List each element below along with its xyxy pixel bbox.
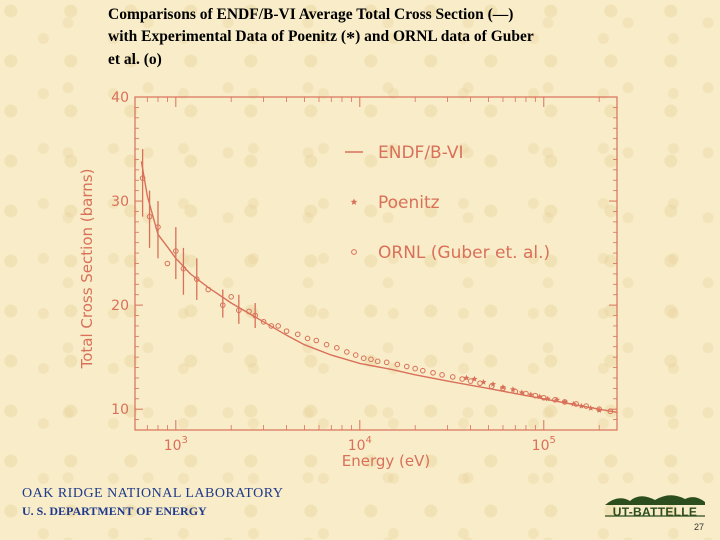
legend-label: ENDF/B-VI: [378, 143, 464, 163]
ornl-point: [173, 248, 179, 254]
poenitz-point: [578, 402, 585, 409]
poenitz-point: [471, 375, 478, 382]
y-tick-label: 10: [111, 402, 129, 418]
poenitz-point: [561, 398, 568, 405]
x-tick-label: 104: [348, 435, 372, 454]
x-tick-label: 105: [532, 435, 556, 454]
poenitz-point: [509, 386, 517, 392]
ornl-point: [607, 408, 614, 415]
plot-frame: [134, 96, 618, 431]
logo-text: UT-BATTELLE: [612, 505, 698, 519]
ornl-point: [268, 323, 275, 329]
ornl-point: [412, 365, 418, 372]
ornl-point: [383, 359, 390, 366]
legend-label: ORNL (Guber et. al.): [378, 243, 550, 263]
poenitz-point: [553, 396, 561, 403]
ornl-point: [193, 276, 200, 282]
ornl-point: [334, 344, 340, 351]
ornl-point: [352, 352, 359, 358]
ornl-point: [374, 358, 381, 365]
title-line-2: with Experimental Data of Poenitz (*) an…: [108, 26, 668, 49]
poenitz-point: [499, 384, 507, 390]
poenitz-point: [527, 391, 534, 398]
page-number: 27: [693, 522, 704, 532]
ornl-point: [403, 363, 410, 370]
title-line-1: Comparisons of ENDF/B-VI Average Total C…: [108, 6, 514, 23]
legend-star-marker: [350, 198, 358, 205]
poenitz-point: [570, 400, 577, 407]
ornl-point: [139, 175, 146, 181]
ornl-point: [430, 369, 436, 376]
ornl-point: [146, 213, 153, 220]
ornl-point: [368, 356, 374, 363]
ornl-point: [155, 224, 161, 230]
ornl-point: [394, 361, 401, 368]
ornl-point: [467, 378, 474, 384]
footer-department: U. S. DEPARTMENT OF ENERGY: [22, 504, 207, 518]
ornl-point: [236, 307, 242, 314]
poenitz-point: [596, 407, 603, 413]
ornl-point: [439, 372, 445, 378]
slide-title: Comparisons of ENDF/B-VI Average Total C…: [108, 4, 668, 71]
title-line-2b: ) and ORNL data of Guber: [355, 28, 534, 45]
poenitz-star-glyph: *: [346, 28, 356, 48]
ornl-point: [449, 374, 456, 380]
ut-battelle-logo-icon: [605, 495, 705, 517]
legend-circle-marker: [351, 249, 357, 255]
y-tick-label: 40: [111, 90, 129, 106]
x-tick-label: 103: [164, 435, 188, 454]
ornl-point: [219, 302, 226, 308]
ornl-point: [205, 286, 212, 293]
title-line-2a: with Experimental Data of Poenitz (: [108, 28, 347, 45]
title-line-3: et al. (o): [108, 51, 162, 68]
poenitz-point: [587, 404, 594, 411]
poenitz-point: [480, 378, 487, 385]
ornl-point: [283, 328, 290, 334]
ornl-point: [583, 403, 589, 409]
ornl-point: [420, 367, 426, 374]
ornl-point: [275, 323, 281, 329]
ornl-point: [313, 337, 320, 344]
y-axis-label: Total Cross Section (barns): [78, 169, 96, 370]
ornl-point: [294, 331, 301, 338]
poenitz-point: [536, 393, 543, 400]
ornl-point: [252, 312, 258, 319]
ornl-point: [459, 376, 465, 382]
legend-label: Poenitz: [378, 193, 440, 213]
ornl-point: [360, 355, 367, 361]
ornl-point: [228, 294, 235, 300]
ornl-point: [260, 318, 267, 325]
ornl-point: [323, 341, 330, 348]
poenitz-point: [544, 395, 551, 402]
ornl-point: [164, 260, 171, 267]
ornl-point: [344, 349, 350, 355]
ornl-point: [246, 308, 252, 315]
y-tick-label: 20: [111, 298, 129, 314]
poenitz-point: [518, 389, 525, 396]
footer-organization: OAK RIDGE NATIONAL LABORATORY: [22, 486, 284, 501]
ornl-point: [180, 265, 187, 272]
ornl-point: [512, 388, 519, 395]
y-tick-label: 30: [111, 194, 129, 210]
poenitz-point: [490, 381, 497, 387]
x-axis-label: Energy (eV): [342, 452, 430, 470]
poenitz-point: [463, 374, 470, 381]
ornl-point: [304, 335, 311, 342]
ornl-point: [523, 390, 529, 397]
